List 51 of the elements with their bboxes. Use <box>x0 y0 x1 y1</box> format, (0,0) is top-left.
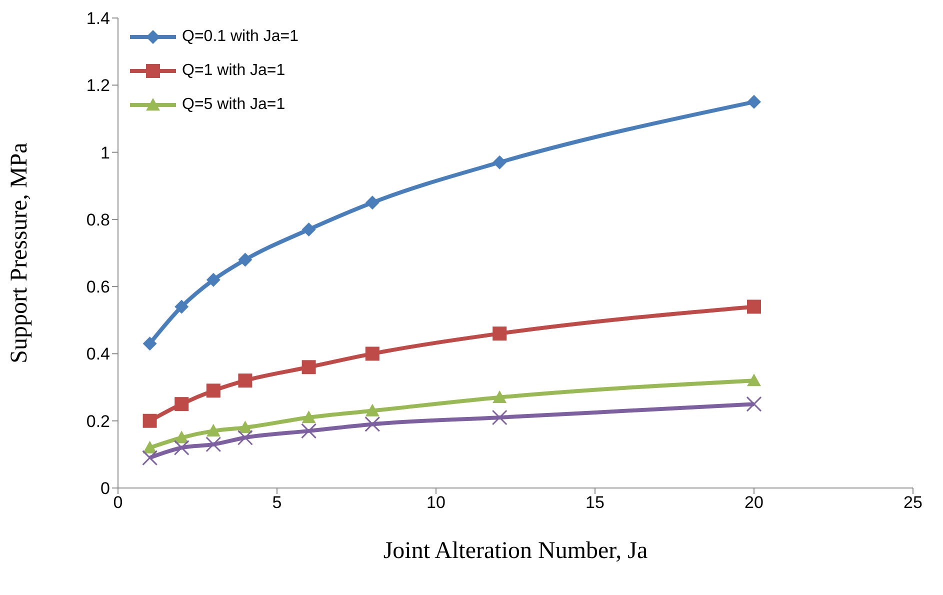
point <box>302 360 316 374</box>
x-tick-label: 5 <box>272 493 282 512</box>
point <box>238 252 252 267</box>
x-tick-label: 15 <box>586 493 604 512</box>
y-tick-label: 1.2 <box>86 76 110 96</box>
point <box>174 300 189 314</box>
point <box>142 440 157 454</box>
point <box>747 374 761 386</box>
point <box>142 336 157 351</box>
point <box>492 390 507 403</box>
point <box>365 196 380 210</box>
y-tick-label: 0.8 <box>86 210 110 230</box>
y-tick-label: 0.2 <box>86 412 110 431</box>
point <box>747 300 761 314</box>
point <box>237 430 253 446</box>
point <box>492 155 507 170</box>
x-axis-title: Joint Alteration Number, Ja <box>383 538 648 564</box>
point <box>206 384 220 398</box>
point <box>206 436 222 452</box>
y-tick-label: 0.4 <box>86 344 110 364</box>
point <box>142 414 157 428</box>
point <box>302 222 316 236</box>
point <box>174 397 189 412</box>
y-tick-label: 0.6 <box>86 278 110 297</box>
y-tick-label: 1 <box>100 143 110 162</box>
legend-label: Q=5 with Ja=1 <box>182 96 286 114</box>
point <box>301 423 317 439</box>
point <box>206 424 220 437</box>
point <box>492 410 508 426</box>
point <box>206 272 220 287</box>
point <box>238 374 252 388</box>
point <box>746 396 762 412</box>
point <box>365 404 380 416</box>
point <box>174 430 189 444</box>
point <box>747 94 761 109</box>
point <box>238 420 252 434</box>
y-axis-title: Support Pressure, MPa <box>6 142 33 364</box>
legend-label: Q=0.1 with Ja=1 <box>182 28 299 46</box>
y-tick-label: 0 <box>100 479 110 498</box>
point <box>142 450 158 466</box>
point <box>365 346 380 361</box>
x-tick-label: 10 <box>426 493 446 512</box>
x-tick-label: 0 <box>113 493 123 512</box>
x-tick-label: 25 <box>904 493 922 512</box>
point <box>364 416 380 432</box>
y-tick-label: 1.4 <box>86 9 110 28</box>
point <box>302 410 316 424</box>
point <box>492 326 507 341</box>
legend-label: Q=1 with Ja=1 <box>182 62 286 80</box>
point <box>174 440 190 456</box>
x-tick-label: 20 <box>744 493 764 512</box>
